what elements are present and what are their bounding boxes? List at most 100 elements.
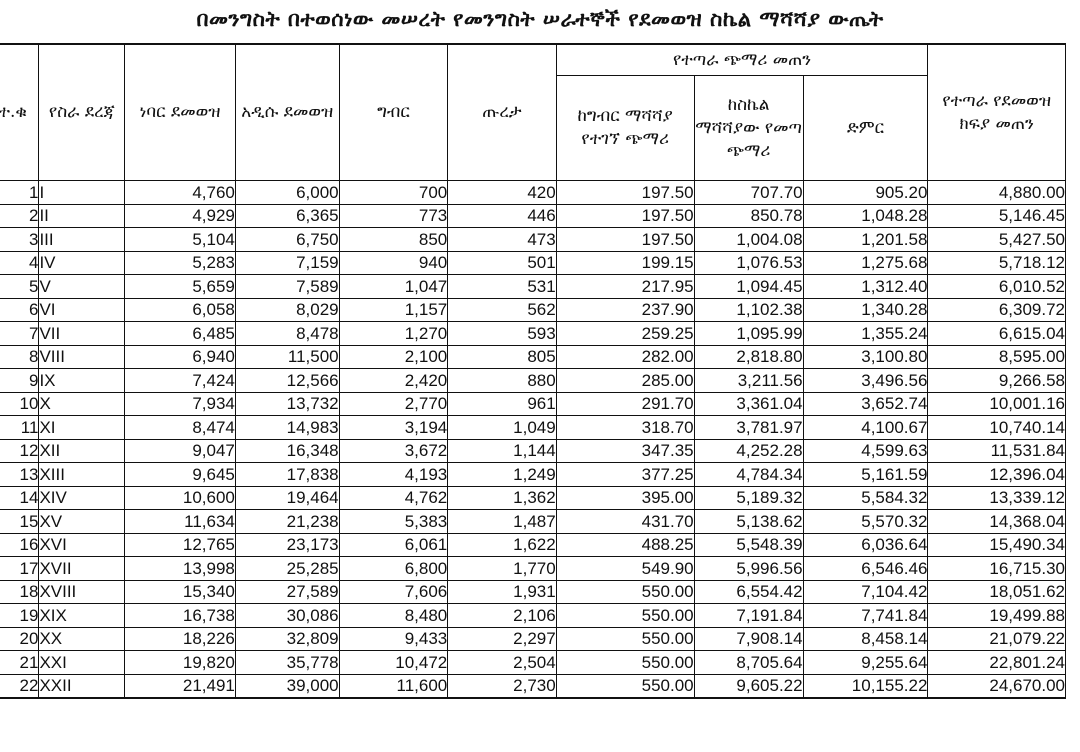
- table-row: 10 X 7,934 13,732 2,770 961 291.70 3,361.04 3,65…: [0, 391, 1066, 416]
- cell-new-salary: 23,173: [234, 532, 340, 557]
- cell-new-salary: 19,464: [234, 485, 340, 510]
- cell-grade: XIII: [38, 462, 126, 487]
- cell-total: 7,104.42: [802, 579, 929, 604]
- table-row: 20 XX 18,226 32,809 9,433 2,297 550.00 7,908.14…: [0, 626, 1066, 651]
- table-row: 2 II 4,929 6,365 773 446 197.50 850.78 1,048.28 5…: [0, 203, 1066, 228]
- header-net-increase-group: የተጣራ ጭማሪ መጠን: [555, 43, 929, 76]
- cell-no: 16: [0, 532, 40, 557]
- header-tax-adjusted-increase: ከግብር ማሻሻያ የተገኘ ጭማሪ: [555, 75, 695, 181]
- cell-tax: 4,193: [338, 462, 449, 487]
- cell-new-salary: 35,778: [234, 650, 340, 675]
- cell-new-salary: 39,000: [234, 673, 340, 699]
- cell-old-salary: 5,283: [124, 250, 236, 275]
- cell-pension: 2,106: [447, 603, 557, 628]
- cell-scale-adjusted-increase: 1,102.38: [693, 297, 804, 322]
- cell-pension: 446: [447, 203, 557, 228]
- cell-tax-adjusted-increase: 285.00: [555, 368, 695, 393]
- cell-tax-adjusted-increase: 259.25: [555, 321, 695, 346]
- cell-grade: XIV: [38, 485, 126, 510]
- cell-new-salary: 8,478: [234, 321, 340, 346]
- cell-tax-adjusted-increase: 217.95: [555, 274, 695, 299]
- cell-net-salary-payment: 22,801.24: [927, 650, 1066, 675]
- cell-old-salary: 9,047: [124, 438, 236, 463]
- cell-tax: 940: [338, 250, 449, 275]
- cell-net-salary-payment: 11,531.84: [927, 438, 1066, 463]
- cell-old-salary: 10,600: [124, 485, 236, 510]
- cell-scale-adjusted-increase: 2,818.80: [693, 344, 804, 369]
- cell-tax-adjusted-increase: 395.00: [555, 485, 695, 510]
- cell-tax-adjusted-increase: 237.90: [555, 297, 695, 322]
- cell-total: 9,255.64: [802, 650, 929, 675]
- cell-old-salary: 13,998: [124, 556, 236, 581]
- header-old-salary: ነባር ደመወዝ: [124, 43, 236, 181]
- cell-tax: 8,480: [338, 603, 449, 628]
- table-row: 14 XIV 10,600 19,464 4,762 1,362 395.00 5,189.3…: [0, 485, 1066, 510]
- cell-pension: 880: [447, 368, 557, 393]
- table-row: 18 XVIII 15,340 27,589 7,606 1,931 550.00 6,554…: [0, 579, 1066, 604]
- cell-net-salary-payment: 12,396.04: [927, 462, 1066, 487]
- cell-no: 2: [0, 203, 40, 228]
- cell-old-salary: 6,058: [124, 297, 236, 322]
- cell-total: 4,100.67: [802, 415, 929, 440]
- cell-pension: 1,622: [447, 532, 557, 557]
- cell-grade: XVIII: [38, 579, 126, 604]
- header-scale-adjusted-increase: ከስኬል ማሻሻያው የመጣ ጭማሪ: [693, 75, 804, 181]
- cell-total: 3,100.80: [802, 344, 929, 369]
- cell-no: 20: [0, 626, 40, 651]
- cell-tax-adjusted-increase: 488.25: [555, 532, 695, 557]
- cell-no: 13: [0, 462, 40, 487]
- cell-net-salary-payment: 10,740.14: [927, 415, 1066, 440]
- cell-scale-adjusted-increase: 4,252.28: [693, 438, 804, 463]
- cell-no: 12: [0, 438, 40, 463]
- cell-tax-adjusted-increase: 291.70: [555, 391, 695, 416]
- cell-new-salary: 11,500: [234, 344, 340, 369]
- cell-pension: 1,487: [447, 509, 557, 534]
- cell-no: 8: [0, 344, 40, 369]
- cell-old-salary: 6,485: [124, 321, 236, 346]
- cell-tax: 1,157: [338, 297, 449, 322]
- cell-scale-adjusted-increase: 5,189.32: [693, 485, 804, 510]
- cell-net-salary-payment: 9,266.58: [927, 368, 1066, 393]
- cell-scale-adjusted-increase: 5,996.56: [693, 556, 804, 581]
- cell-net-salary-payment: 6,615.04: [927, 321, 1066, 346]
- header-net-salary-payment: የተጣራ የደመወዝ ክፍያ መጠን: [927, 43, 1066, 181]
- cell-pension: 1,144: [447, 438, 557, 463]
- cell-tax-adjusted-increase: 550.00: [555, 579, 695, 604]
- cell-grade: XX: [38, 626, 126, 651]
- cell-tax-adjusted-increase: 197.50: [555, 227, 695, 252]
- cell-tax: 1,270: [338, 321, 449, 346]
- table-row: 7 VII 6,485 8,478 1,270 593 259.25 1,095.99 1,35…: [0, 321, 1066, 346]
- cell-pension: 420: [447, 180, 557, 205]
- cell-tax: 1,047: [338, 274, 449, 299]
- cell-total: 7,741.84: [802, 603, 929, 628]
- cell-old-salary: 21,491: [124, 673, 236, 699]
- cell-tax: 7,606: [338, 579, 449, 604]
- cell-net-salary-payment: 5,718.12: [927, 250, 1066, 275]
- cell-tax: 9,433: [338, 626, 449, 651]
- cell-total: 5,570.32: [802, 509, 929, 534]
- cell-new-salary: 27,589: [234, 579, 340, 604]
- cell-old-salary: 15,340: [124, 579, 236, 604]
- header-tax: ግብር: [338, 43, 449, 181]
- cell-pension: 805: [447, 344, 557, 369]
- table-row: 5 V 5,659 7,589 1,047 531 217.95 1,094.45 1,312.…: [0, 274, 1066, 299]
- cell-pension: 2,730: [447, 673, 557, 699]
- cell-grade: XVI: [38, 532, 126, 557]
- cell-pension: 501: [447, 250, 557, 275]
- cell-grade: II: [38, 203, 126, 228]
- cell-old-salary: 4,760: [124, 180, 236, 205]
- cell-scale-adjusted-increase: 707.70: [693, 180, 804, 205]
- cell-scale-adjusted-increase: 1,004.08: [693, 227, 804, 252]
- cell-net-salary-payment: 8,595.00: [927, 344, 1066, 369]
- table-row: 12 XII 9,047 16,348 3,672 1,144 347.35 4,252.28…: [0, 438, 1066, 463]
- table-row: 13 XIII 9,645 17,838 4,193 1,249 377.25 4,784.3…: [0, 462, 1066, 487]
- table-row: 11 XI 8,474 14,983 3,194 1,049 318.70 3,781.97 4…: [0, 415, 1066, 440]
- cell-tax-adjusted-increase: 318.70: [555, 415, 695, 440]
- cell-new-salary: 8,029: [234, 297, 340, 322]
- table-row: 15 XV 11,634 21,238 5,383 1,487 431.70 5,138.62…: [0, 509, 1066, 534]
- cell-new-salary: 6,750: [234, 227, 340, 252]
- cell-grade: I: [38, 180, 126, 205]
- table-row: 16 XVI 12,765 23,173 6,061 1,622 488.25 5,548.3…: [0, 532, 1066, 557]
- table-row: 1 I 4,760 6,000 700 420 197.50 707.70 905.20 4,88…: [0, 180, 1066, 205]
- header-pension: ጡረታ: [447, 43, 557, 181]
